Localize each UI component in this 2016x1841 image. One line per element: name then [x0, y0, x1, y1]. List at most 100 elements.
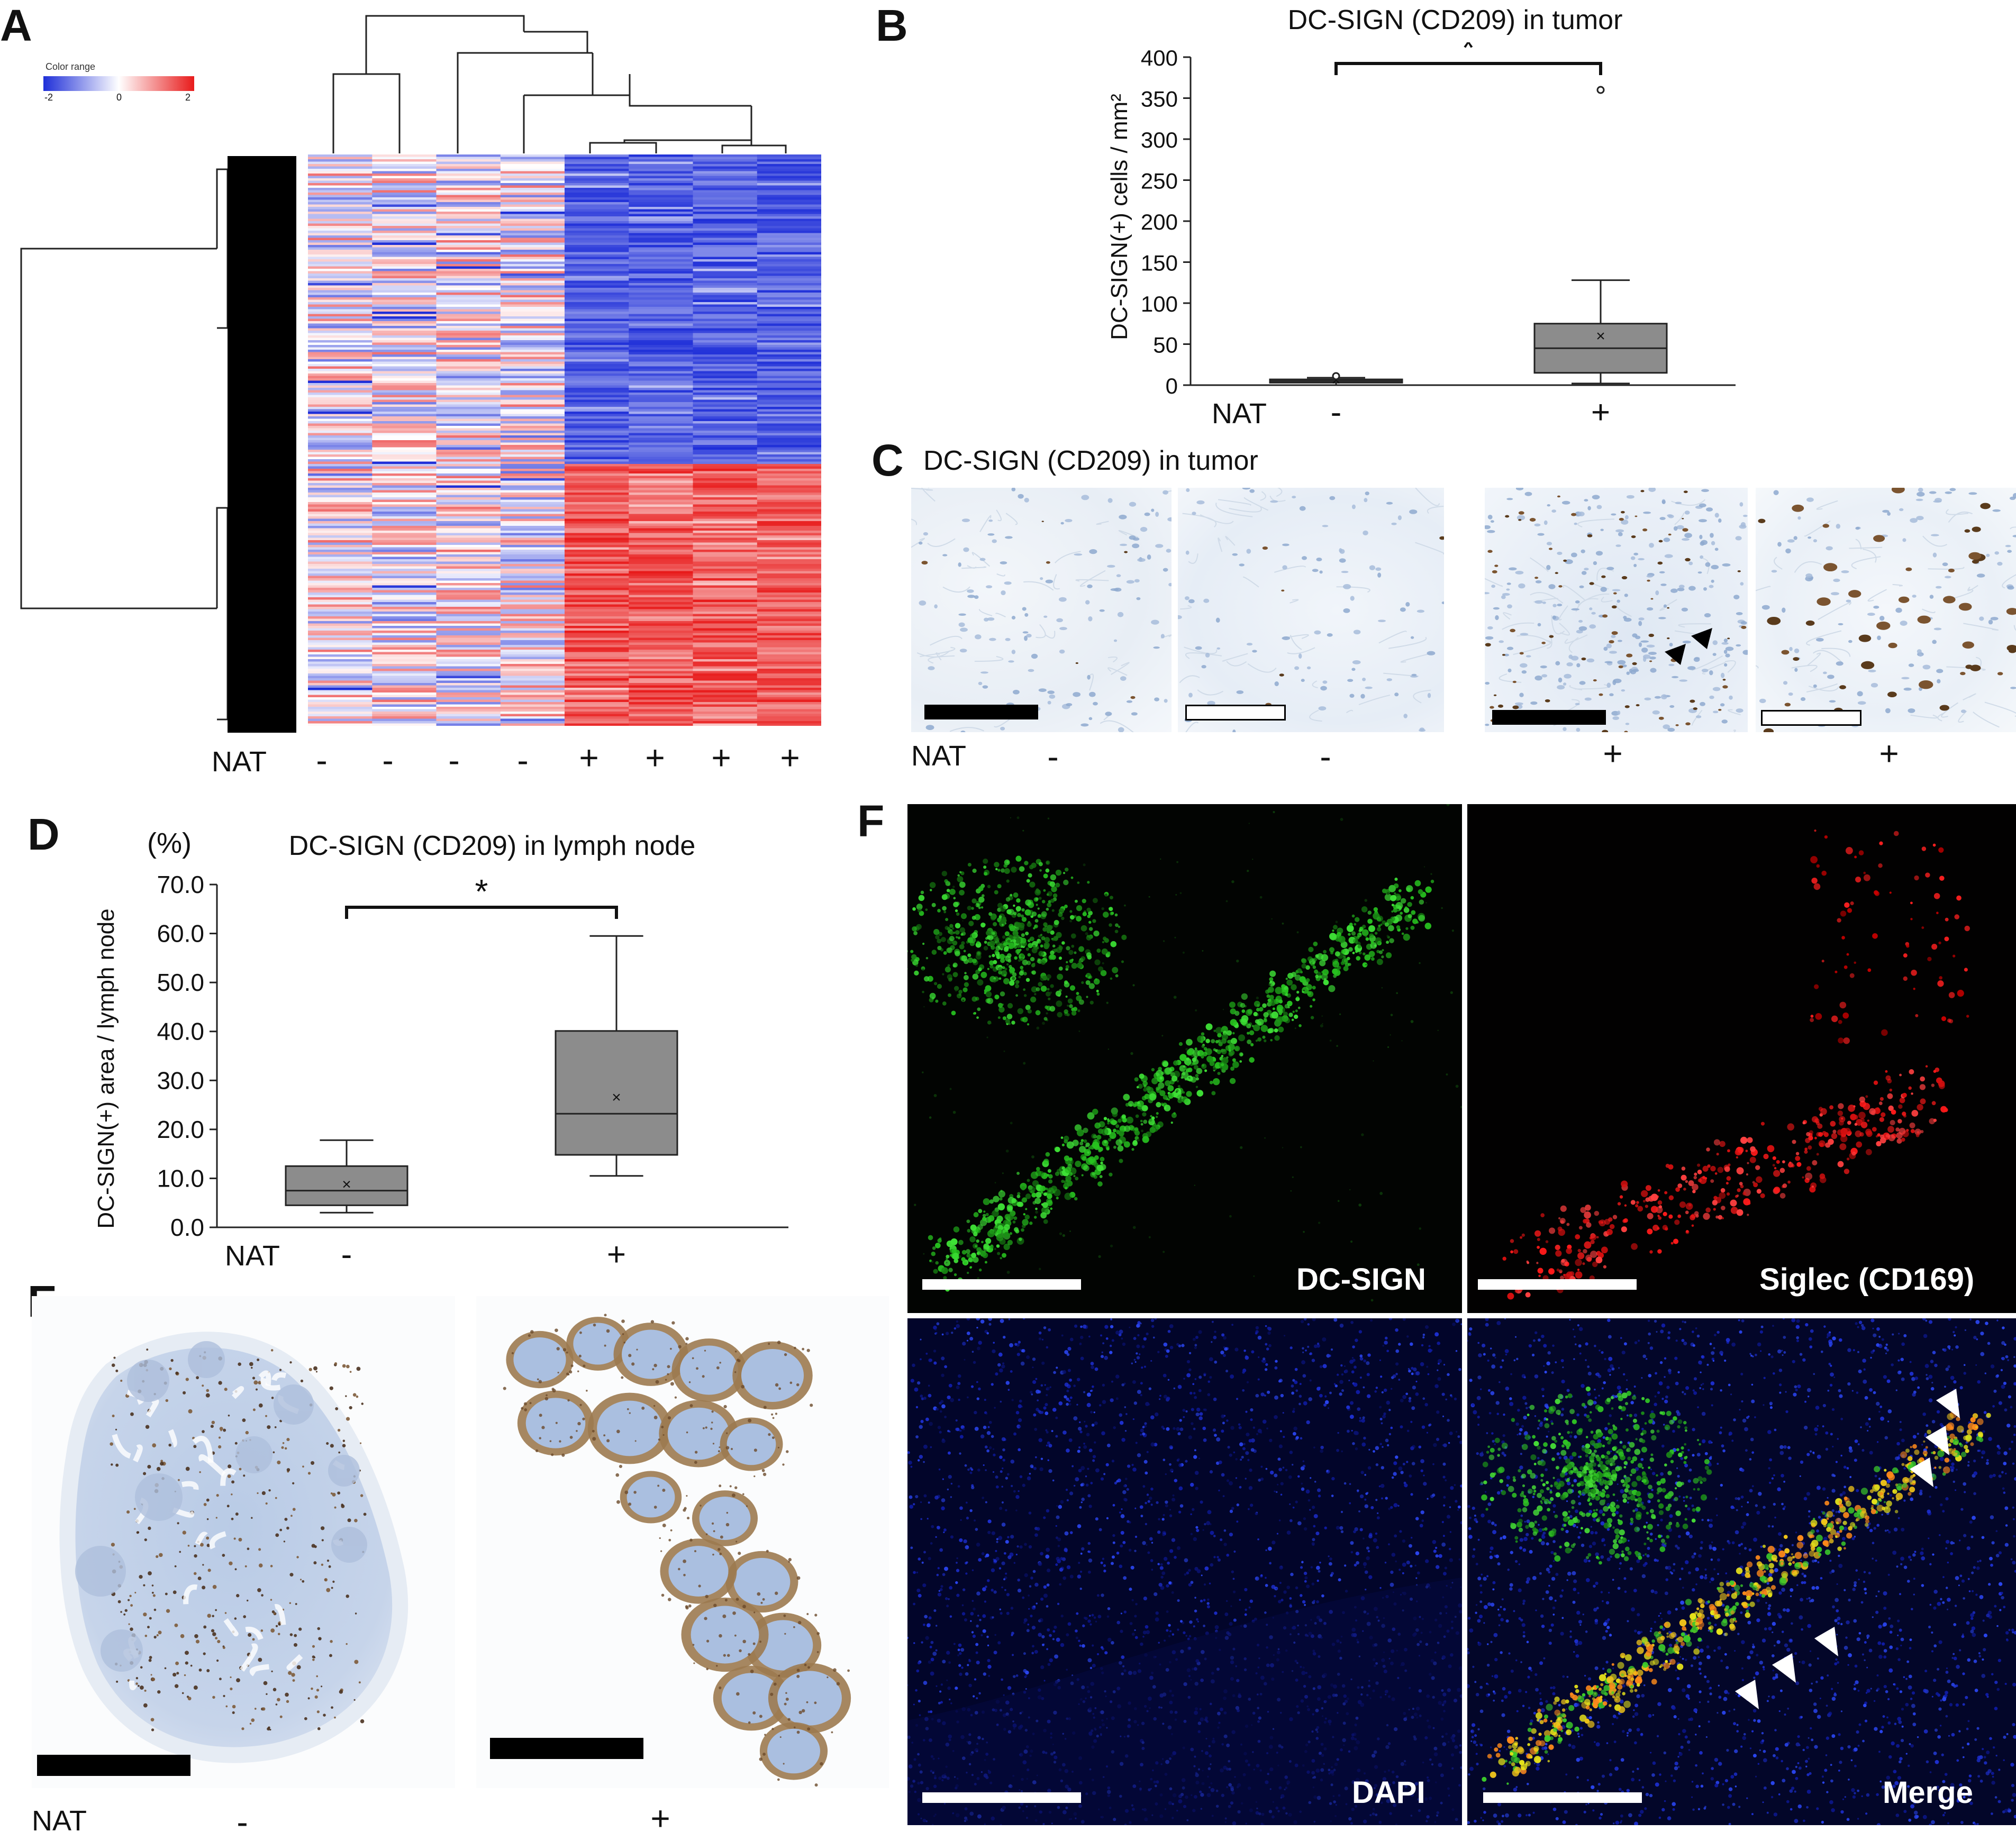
color-range-tick-low: -2 — [44, 92, 53, 103]
ihc-tumor-minus-low-texture — [911, 488, 1172, 732]
ihc-tumor-minus-low — [911, 488, 1172, 732]
scale-bar-white — [1478, 1279, 1637, 1290]
if-dc-sign-texture — [907, 804, 1462, 1313]
lymph-node-ihc-plus — [476, 1296, 889, 1788]
outlier-point — [1333, 373, 1339, 379]
category-label: - — [1331, 394, 1342, 423]
if-siglec-label: Siglec (CD169) — [1759, 1264, 1974, 1295]
panel-a-nat-label: NAT — [212, 748, 267, 776]
panel-a-sign-1: - — [301, 743, 343, 777]
ihc-tumor-plus-high-texture — [1756, 488, 2016, 732]
panel-c-title: DC-SIGN (CD209) in tumor — [923, 447, 1304, 475]
y-tick-label: 70.0 — [157, 871, 204, 898]
if-siglec-image: Siglec (CD169) — [1467, 804, 2016, 1313]
significance-star: * — [1462, 42, 1475, 67]
y-tick-label: 30.0 — [157, 1067, 204, 1094]
panel-a-sign-3: - — [433, 743, 475, 777]
panel-a-sign-8: + — [769, 741, 811, 774]
color-range-legend: Color range -2 0 2 — [43, 58, 197, 108]
box-2: × — [1534, 87, 1667, 384]
mean-marker: × — [1596, 327, 1605, 345]
arrowhead-icon — [1735, 1680, 1769, 1715]
panel-e-sign-1: - — [221, 1805, 264, 1839]
scale-bar-black — [490, 1738, 643, 1759]
if-merge-label: Merge — [1883, 1778, 1973, 1808]
y-tick-label: 20.0 — [157, 1116, 204, 1143]
lymph-node-ihc-minus — [32, 1296, 455, 1788]
panel-a-sign-2: - — [367, 743, 409, 777]
ihc-tumor-plus-low — [1485, 488, 1748, 732]
category-label: + — [607, 1236, 626, 1273]
lymph-node-plus-texture — [476, 1296, 889, 1788]
column-dendrogram — [296, 11, 825, 153]
panel-a-sign-5: + — [568, 741, 610, 774]
y-tick-label: 300 — [1141, 127, 1178, 152]
panel-d-label: D — [28, 812, 60, 856]
panel-d-chart: 0.010.020.030.040.050.060.070.0DC-SIGN(+… — [85, 857, 815, 1296]
color-range-title: Color range — [46, 61, 95, 72]
if-dapi-image: DAPI — [907, 1318, 1462, 1825]
panel-b-label: B — [876, 3, 908, 48]
color-range-tick-mid: 0 — [116, 92, 122, 103]
y-tick-label: 200 — [1141, 209, 1178, 234]
ihc-tumor-minus-high-texture — [1178, 488, 1444, 732]
if-siglec-texture — [1467, 804, 2016, 1313]
if-dapi-texture — [907, 1318, 1462, 1825]
box-1: × — [286, 1140, 407, 1213]
heatmap-cells — [308, 154, 821, 726]
if-dc-sign-image: DC-SIGN — [907, 804, 1462, 1313]
row-dendrogram — [16, 148, 296, 735]
outlier-point — [1597, 87, 1604, 93]
if-merge-image: Merge — [1467, 1318, 2016, 1825]
y-tick-label: 350 — [1141, 87, 1178, 112]
panel-c-sign-3: + — [1592, 736, 1634, 770]
if-dc-sign-label: DC-SIGN — [1296, 1264, 1426, 1295]
lymph-node-minus-texture — [32, 1296, 455, 1788]
if-dapi-label: DAPI — [1352, 1778, 1425, 1808]
panel-f-label: F — [857, 799, 884, 843]
panel-c-sign-2: - — [1304, 740, 1347, 773]
ihc-tumor-minus-high — [1178, 488, 1444, 732]
y-axis-label: DC-SIGN(+) cells / mm² — [1106, 94, 1132, 340]
arrowhead-icon — [1772, 1653, 1806, 1689]
panel-d-title: DC-SIGN (CD209) in lymph node — [254, 832, 730, 860]
scale-bar-black — [1492, 710, 1606, 725]
y-tick-label: 10.0 — [157, 1164, 204, 1192]
if-merge-texture — [1467, 1318, 2016, 1825]
y-tick-label: 400 — [1141, 45, 1178, 70]
color-range-bar — [43, 76, 194, 91]
category-label: + — [1591, 394, 1610, 423]
y-tick-label: 0.0 — [170, 1214, 204, 1241]
box-1: × — [1270, 372, 1402, 389]
scale-bar-white — [922, 1792, 1081, 1803]
scale-bar-white — [1761, 710, 1861, 726]
scale-bar-black — [37, 1755, 190, 1776]
category-label: - — [341, 1236, 352, 1273]
y-tick-label: 50.0 — [157, 969, 204, 996]
color-range-tick-high: 2 — [185, 92, 190, 103]
scale-bar-white — [1185, 705, 1286, 721]
y-axis-label: DC-SIGN(+) area / lymph node — [93, 908, 119, 1228]
panel-a-label: A — [0, 3, 32, 48]
scale-bar-white — [922, 1279, 1081, 1290]
y-tick-label: 150 — [1141, 251, 1178, 276]
panel-e-sign-2: + — [639, 1801, 682, 1835]
arrowhead-icon — [1936, 1389, 1970, 1424]
y-tick-label: 60.0 — [157, 920, 204, 947]
panel-e-nat-label: NAT — [32, 1807, 87, 1835]
nat-label: NAT — [1212, 398, 1267, 423]
ihc-tumor-plus-low-texture — [1485, 488, 1748, 732]
y-tick-label: 50 — [1153, 333, 1178, 358]
y-tick-label: 100 — [1141, 291, 1178, 316]
ihc-tumor-plus-high — [1756, 488, 2016, 732]
mean-marker: × — [612, 1089, 621, 1106]
panel-a-sign-6: + — [634, 741, 676, 774]
panel-a-sign-7: + — [700, 741, 742, 774]
panel-b-title: DC-SIGN (CD209) in tumor — [1217, 6, 1693, 34]
expression-heatmap — [297, 154, 821, 726]
panel-d-unit: (%) — [147, 827, 192, 860]
box-2: × — [556, 936, 677, 1176]
y-tick-label: 250 — [1141, 169, 1178, 194]
panel-c-label: C — [871, 438, 904, 482]
